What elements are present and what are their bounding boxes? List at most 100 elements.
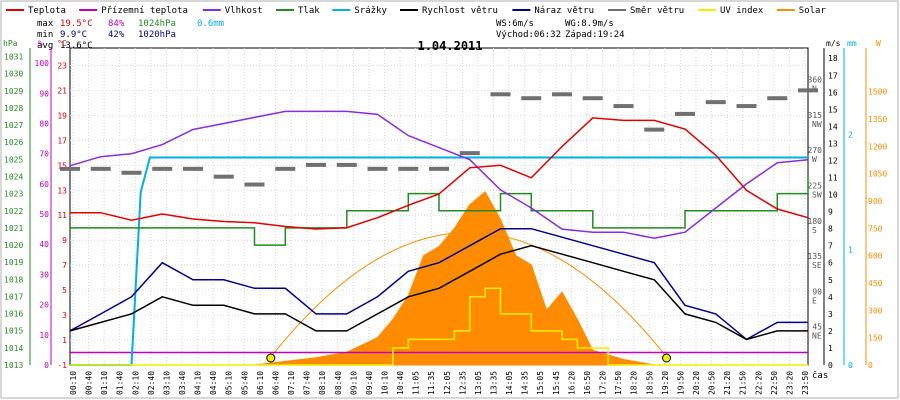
solar-tick-label: 0	[868, 361, 873, 370]
pressure-tick-label: 1020	[4, 241, 23, 250]
wind-dir-letter: NW	[812, 120, 822, 129]
x-tick-label: 14:05	[505, 371, 514, 395]
temp-tick-label: 9	[62, 236, 67, 245]
temp-tick-label: 7	[62, 261, 67, 270]
x-tick-label: 05:40	[240, 371, 249, 395]
legend-label-2: Vlhkost	[225, 6, 263, 16]
sunset-marker	[662, 353, 672, 363]
wind-speed-tick-label: 15	[828, 105, 838, 114]
temp-tick-label: 17	[57, 136, 67, 145]
temp-tick-label: 5	[62, 286, 67, 295]
x-tick-label: 12:05	[443, 371, 452, 395]
humidity-tick-label: 40	[39, 240, 49, 249]
x-tick-label: 00:40	[85, 371, 94, 395]
solar-tick-label: 1200	[868, 142, 887, 151]
temp-tick-label: 11	[57, 211, 67, 220]
wind-dir-tick-label: 360	[808, 76, 823, 85]
humidity-tick-label: 70	[39, 150, 49, 159]
x-tick-label: 20:50	[708, 371, 717, 395]
x-tick-label: 09:40	[365, 371, 374, 395]
pressure-tick-label: 1018	[4, 275, 23, 284]
wind-dir-mark	[213, 174, 234, 179]
stat-wg: WG:8.9m/s	[565, 19, 614, 29]
series-wind-gust-line	[69, 227, 808, 341]
wind-dir-tick-label: 315	[808, 111, 823, 120]
wind-speed-tick-label: 18	[828, 54, 838, 63]
pressure-tick-label: 1030	[4, 70, 23, 79]
wind-speed-tick-label: 2	[828, 327, 833, 336]
temp-tick-label: 15	[57, 161, 67, 170]
solar-tick-label: 150	[868, 334, 883, 343]
x-tick-label: 08:40	[334, 371, 343, 395]
stat-ws: WS:6m/s	[496, 19, 534, 29]
pressure-tick-label: 1027	[4, 121, 23, 130]
x-tick-label: 15:45	[552, 371, 561, 395]
x-tick-label: 22:50	[770, 371, 779, 395]
stat-min-label: min	[37, 30, 53, 40]
temp-tick-label: 21	[57, 86, 67, 95]
wind-speed-tick-label: 4	[828, 293, 833, 302]
humidity-tick-label: 100	[35, 59, 50, 68]
stat-max-hum: 84%	[108, 19, 125, 29]
wind-speed-tick-label: 1	[828, 344, 833, 353]
wind-dir-mark	[798, 88, 818, 93]
legend-label-9: Solar	[799, 6, 827, 16]
temp-tick-label: 13	[57, 186, 67, 195]
rain-tick-label: 1	[848, 246, 853, 255]
wind-speed-tick-label: 9	[828, 208, 833, 217]
solar-tick-label: 1350	[868, 115, 887, 124]
x-tick-label: 22:20	[754, 371, 763, 395]
axis-wind-unit: m/s	[826, 39, 841, 48]
x-tick-label: 04:40	[209, 371, 218, 395]
x-tick-label: 23:20	[785, 371, 794, 395]
stat-sunset: Západ:19:24	[565, 30, 625, 40]
humidity-tick-label: 10	[39, 331, 49, 340]
legend-label-7: Směr větru	[630, 6, 684, 16]
pressure-tick-label: 1017	[4, 292, 23, 301]
wind-dir-mark	[582, 96, 603, 101]
wind-speed-tick-label: 17	[828, 71, 838, 80]
pressure-tick-label: 1024	[4, 173, 23, 182]
series-uv-line	[70, 287, 808, 366]
wind-dir-tick-label: 135	[808, 252, 823, 261]
x-tick-label: 18:20	[630, 371, 639, 395]
series-solar-area	[254, 191, 655, 366]
x-tick-label: 06:10	[256, 371, 265, 395]
x-tick-label: 11:35	[427, 371, 436, 395]
solar-tick-label: 600	[868, 252, 883, 261]
pressure-tick-label: 1016	[4, 310, 23, 319]
x-tick-label: 08:10	[318, 371, 327, 395]
temp-tick-label: -1	[57, 361, 67, 370]
x-tick-label: 07:40	[303, 371, 312, 395]
humidity-tick-label: 60	[39, 180, 49, 189]
wind-speed-tick-label: 8	[828, 225, 833, 234]
x-tick-label: 18:50	[645, 371, 654, 395]
sunrise-marker	[266, 353, 276, 363]
x-tick-label: 02:10	[131, 371, 140, 395]
wind-dir-mark	[644, 127, 665, 132]
legend-label-5: Rychlost větru	[422, 6, 498, 16]
solar-tick-label: 750	[868, 224, 883, 233]
wind-dir-mark	[336, 162, 357, 167]
humidity-tick-label: 0	[44, 361, 49, 370]
humidity-tick-label: 50	[39, 210, 49, 219]
x-tick-label: 15:05	[536, 371, 545, 395]
axis-temp-unit: °C	[57, 39, 67, 48]
wind-speed-tick-label: 3	[828, 310, 833, 319]
legend-label-3: Tlak	[298, 6, 320, 16]
axis-humidity-unit: %	[38, 39, 43, 48]
pressure-tick-label: 1023	[4, 190, 23, 199]
wind-dir-mark	[552, 92, 572, 97]
solar-tick-label: 1500	[868, 88, 887, 97]
solar-tick-label: 300	[868, 306, 883, 315]
wind-dir-mark	[306, 162, 326, 167]
pressure-tick-label: 1014	[4, 344, 23, 353]
temp-tick-label: 19	[57, 111, 67, 120]
temp-tick-label: 3	[62, 311, 67, 320]
temp-tick-label: 1	[62, 336, 67, 345]
x-tick-label: 14:35	[521, 371, 530, 395]
legend-label-8: UV index	[720, 6, 764, 16]
x-tick-label: 21:50	[739, 371, 748, 395]
